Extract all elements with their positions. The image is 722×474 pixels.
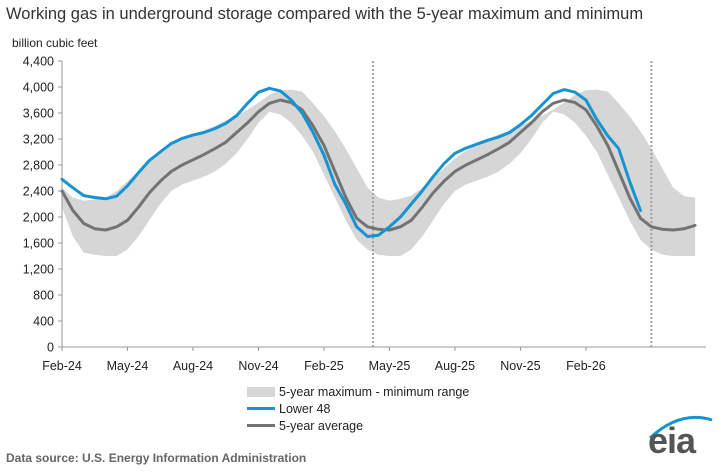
y-tick-label: 1,200 (23, 263, 54, 277)
range-band (62, 89, 696, 256)
chart-title: Working gas in underground storage compa… (6, 5, 644, 23)
x-tick-label: Feb-25 (304, 359, 344, 373)
y-tick-label: 4,400 (23, 55, 54, 69)
eia-logo-arc (648, 415, 713, 440)
y-axis-label: billion cubic feet (12, 36, 98, 50)
legend-swatch-average (247, 424, 275, 427)
y-tick-label: 4,000 (23, 81, 54, 95)
data-source-note: Data source: U.S. Energy Information Adm… (6, 451, 307, 465)
y-tick-label: 2,400 (23, 185, 54, 199)
y-tick-label: 3,200 (23, 133, 54, 147)
lower48-line (60, 86, 642, 238)
legend-label-lower48: Lower 48 (279, 401, 331, 416)
x-tick-label: Feb-26 (566, 359, 606, 373)
legend-swatch-lower48 (247, 407, 275, 410)
legend-swatch-range (247, 386, 275, 397)
y-tick-label: 400 (33, 315, 54, 329)
y-tick-label: 3,600 (23, 107, 54, 121)
legend-label-range: 5-year maximum - minimum range (279, 384, 470, 399)
x-tick-label: Aug-25 (435, 359, 475, 373)
legend-item-range: 5-year maximum - minimum range (247, 383, 469, 400)
y-tick-label: 1,600 (23, 237, 54, 251)
eia-logo: eia (648, 420, 696, 462)
five-year-average-line (60, 98, 697, 232)
legend-label-average: 5-year average (279, 418, 364, 433)
x-tick-label: Aug-24 (173, 359, 213, 373)
y-tick-label: 2,000 (23, 211, 54, 225)
legend: 5-year maximum - minimum range Lower 48 … (247, 383, 469, 434)
eia-logo-text: eia (648, 420, 696, 461)
x-tick-label: Nov-25 (500, 359, 540, 373)
y-tick-label: 800 (33, 289, 54, 303)
y-tick-label: 0 (47, 341, 54, 355)
y-tick-label: 2,800 (23, 159, 54, 173)
legend-item-lower48: Lower 48 (247, 400, 469, 417)
x-tick-label: Feb-24 (42, 359, 82, 373)
legend-item-average: 5-year average (247, 417, 469, 434)
x-tick-label: Nov-24 (238, 359, 278, 373)
x-tick-label: May-24 (107, 359, 149, 373)
x-tick-label: May-25 (369, 359, 411, 373)
